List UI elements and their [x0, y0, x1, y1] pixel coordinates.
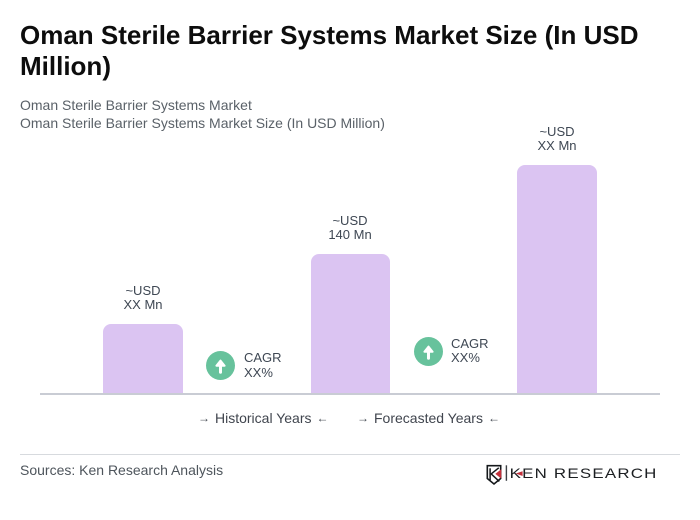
svg-text:KEN RESEARCH: KEN RESEARCH: [510, 466, 658, 481]
